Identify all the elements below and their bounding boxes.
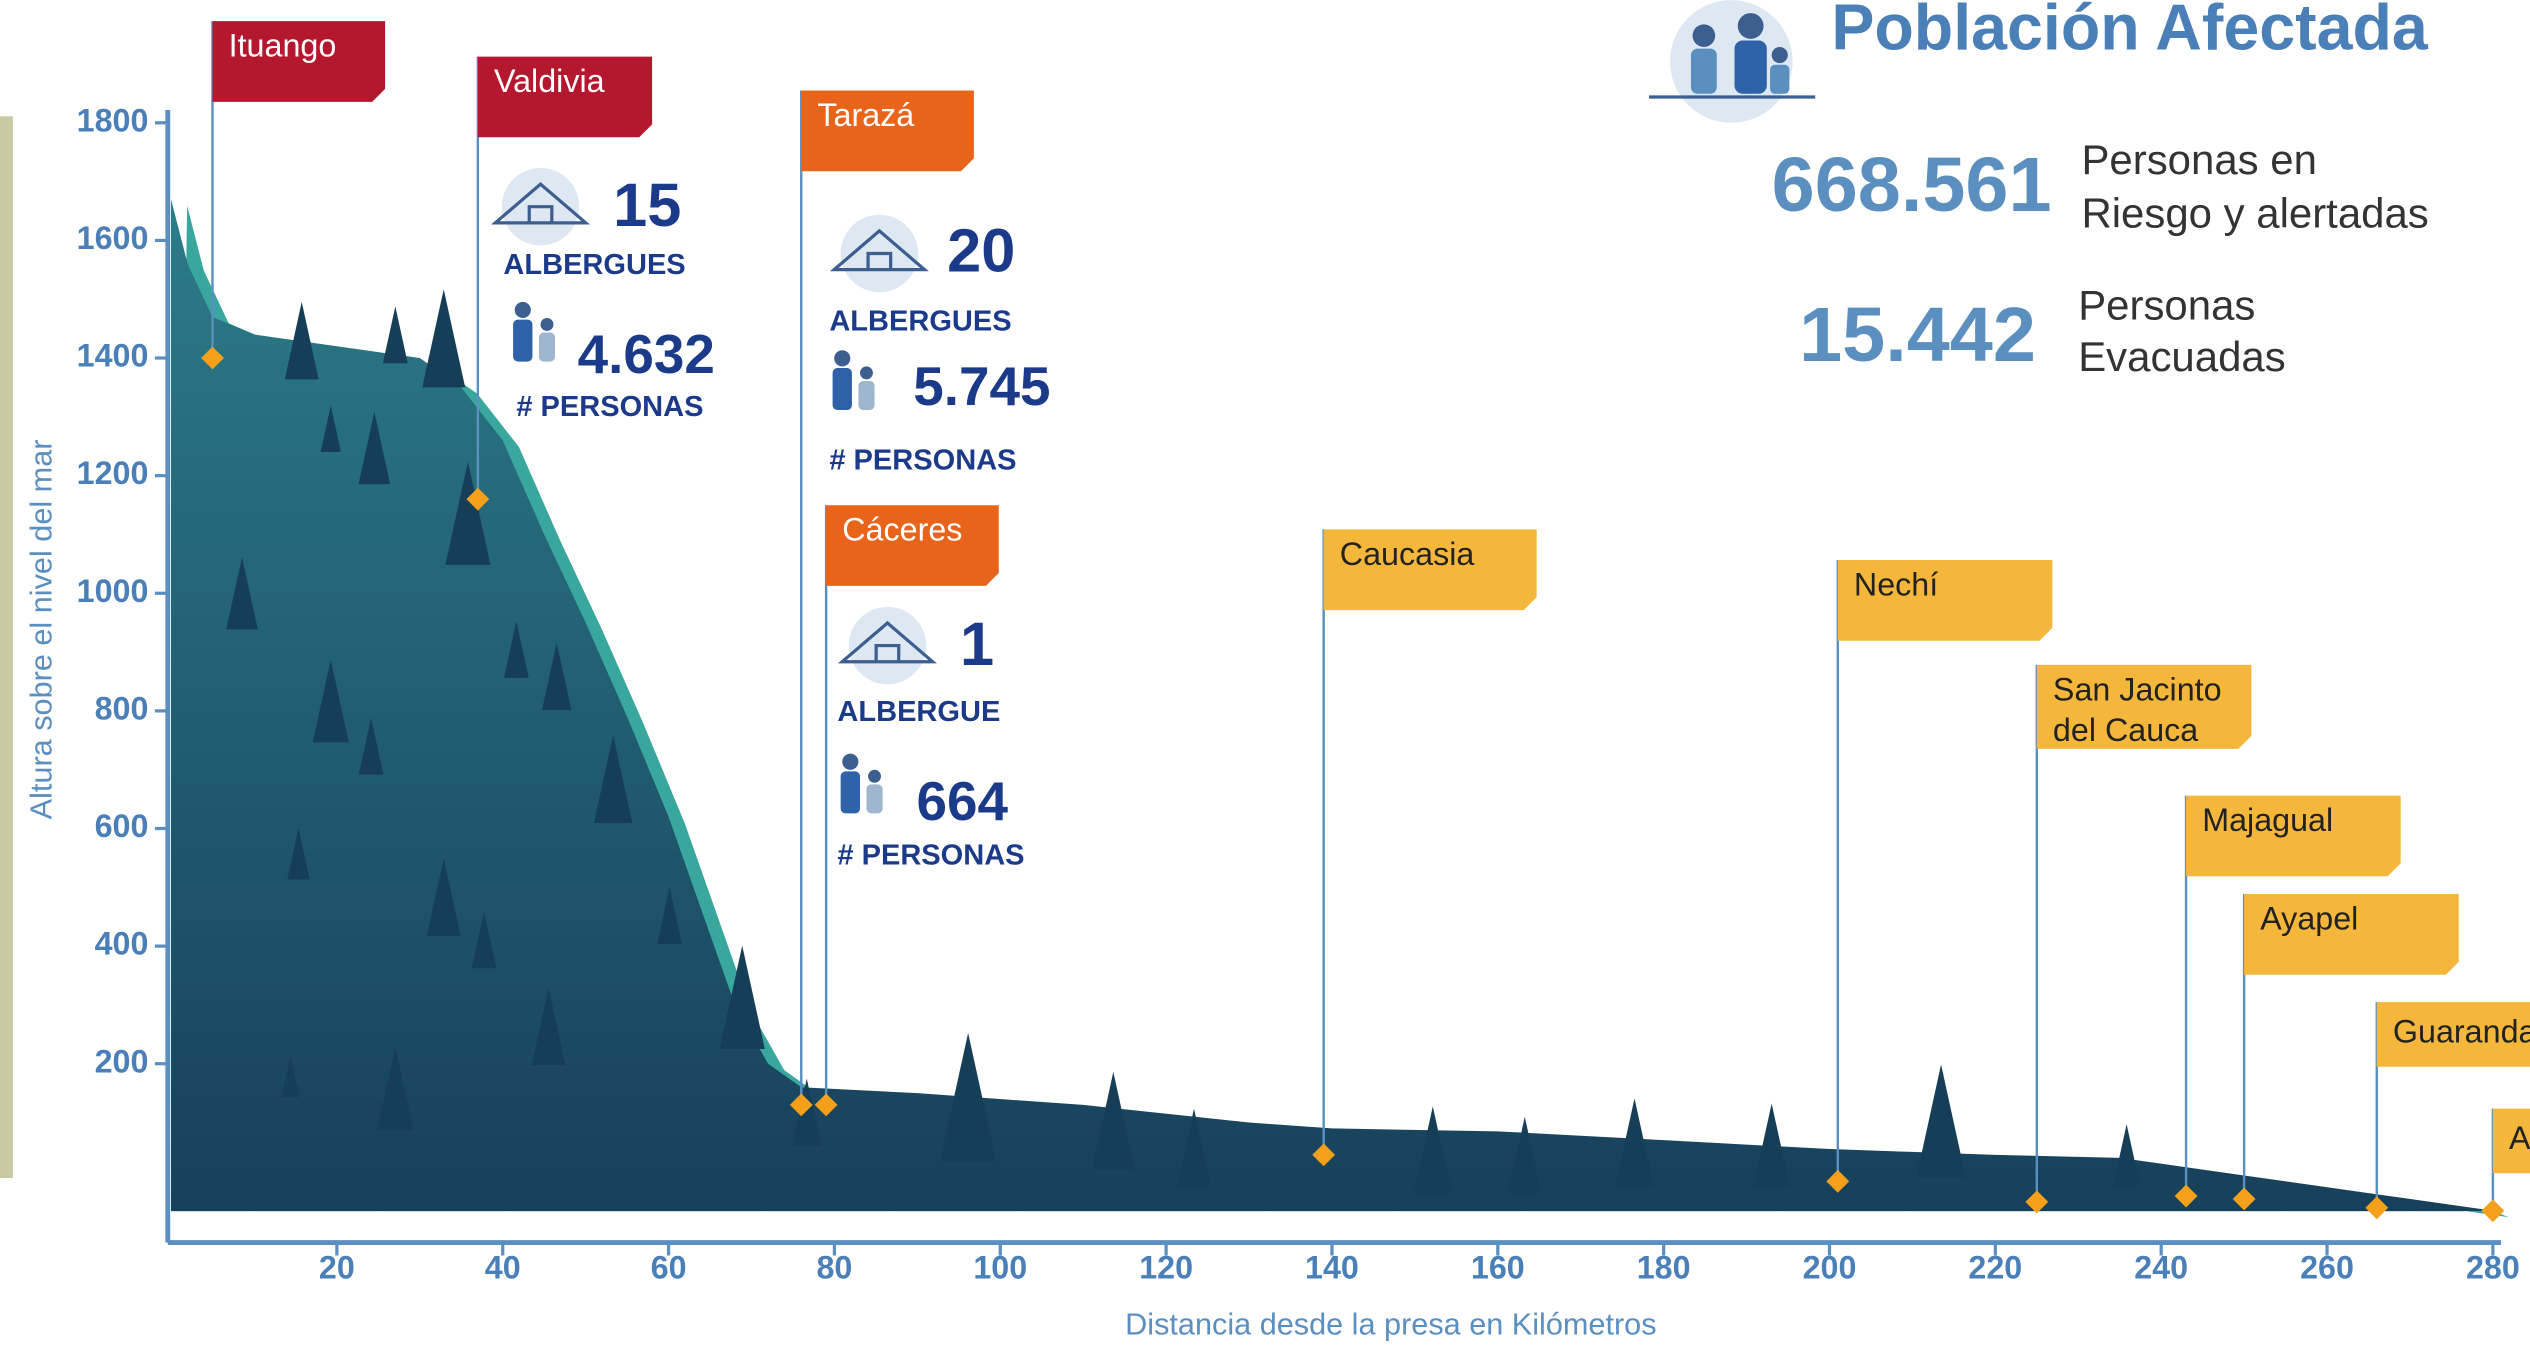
people-count: 4.632 xyxy=(578,323,715,385)
people-count: 5.745 xyxy=(913,355,1050,417)
flag-label-box: Nechí xyxy=(1838,560,2053,641)
flag-label-box: Valdivia xyxy=(478,57,652,138)
map-strip xyxy=(0,116,13,1178)
x-tick-label: 240 xyxy=(2134,1250,2188,1286)
y-tick-label: 1800 xyxy=(77,102,149,138)
shelter-count: 1 xyxy=(960,609,994,678)
y-tick-label: 200 xyxy=(95,1043,149,1079)
people-icon xyxy=(539,333,555,362)
stat-text: Riesgo y alertadas xyxy=(2081,189,2428,236)
flag-label-box: Majagual xyxy=(2186,796,2401,877)
flag-label-box: Ayapel xyxy=(2244,894,2459,975)
flag-label: Ayapel xyxy=(2244,894,2459,947)
x-tick-label: 180 xyxy=(1637,1250,1691,1286)
flag-label: Guaranda xyxy=(2377,1002,2530,1060)
people-icon xyxy=(860,366,873,379)
tree xyxy=(422,289,465,387)
flag-label: Ituango xyxy=(212,21,385,74)
flag-label: Caucasia xyxy=(1324,529,1537,582)
stat-text: Personas en xyxy=(2081,136,2316,183)
tree xyxy=(2113,1124,2140,1186)
infographic: Población Afectada 668.561 Personas en R… xyxy=(0,0,2530,1346)
flag-label-box: Achí xyxy=(2493,1109,2530,1174)
flag-label: Achí xyxy=(2493,1109,2530,1167)
people-icon xyxy=(515,302,531,318)
flag-label-box: Guaranda xyxy=(2377,1002,2530,1067)
people-icon xyxy=(833,368,852,410)
people-icon xyxy=(858,381,874,410)
x-tick-label: 140 xyxy=(1305,1250,1359,1286)
flag-label: Valdivia xyxy=(478,57,652,110)
tree xyxy=(1916,1064,1966,1178)
shelter-count: 20 xyxy=(947,215,1015,284)
people-icon xyxy=(842,754,858,770)
stat-number: 15.442 xyxy=(1799,292,2036,378)
x-tick-label: 120 xyxy=(1139,1250,1193,1286)
x-tick-label: 80 xyxy=(816,1250,852,1286)
x-axis-label: Distancia desde la presa en Kilómetros xyxy=(1125,1308,1656,1342)
y-axis-label: Altura sobre el nivel del mar xyxy=(25,440,59,820)
x-tick-label: 260 xyxy=(2300,1250,2354,1286)
x-tick-label: 100 xyxy=(973,1250,1027,1286)
y-tick-label: 600 xyxy=(95,808,149,844)
y-tick-label: 1000 xyxy=(77,573,149,609)
flag-label-box: Tarazá xyxy=(801,91,974,172)
location-marker xyxy=(2481,1199,2504,1222)
flag-label: San Jacinto del Cauca xyxy=(2037,665,2252,749)
x-tick-label: 20 xyxy=(319,1250,355,1286)
people-label: # PERSONAS xyxy=(829,444,1016,476)
people-icon xyxy=(868,770,881,783)
x-tick-label: 160 xyxy=(1471,1250,1525,1286)
tree xyxy=(383,306,408,363)
flag-label-box: Caucasia xyxy=(1324,529,1537,610)
stat-number: 668.561 xyxy=(1772,142,2052,228)
tree xyxy=(1754,1103,1790,1186)
x-tick-label: 40 xyxy=(485,1250,521,1286)
x-tick-label: 280 xyxy=(2466,1250,2520,1286)
flag-label-box: Ituango xyxy=(212,21,385,102)
shelter-label: ALBERGUES xyxy=(503,249,685,281)
flag-label-box: Cáceres xyxy=(826,505,999,586)
people-icon xyxy=(834,350,850,366)
flag-label: Cáceres xyxy=(826,505,999,558)
flag-label: Nechí xyxy=(1838,560,2053,613)
x-tick-label: 60 xyxy=(651,1250,687,1286)
page: Población Afectada 668.561 Personas en R… xyxy=(0,0,2530,1346)
people-count: 664 xyxy=(916,770,1008,832)
x-tick-label: 200 xyxy=(1803,1250,1857,1286)
y-tick-label: 1400 xyxy=(77,338,149,374)
y-tick-label: 800 xyxy=(95,690,149,726)
x-tick-label: 220 xyxy=(1968,1250,2022,1286)
people-label: # PERSONAS xyxy=(837,840,1024,872)
title: Población Afectada xyxy=(1831,0,2429,63)
people-icon xyxy=(841,771,860,813)
y-tick-label: 1600 xyxy=(77,220,149,256)
shelter-count: 15 xyxy=(613,170,681,239)
stat-text: Evacuadas xyxy=(2078,333,2286,380)
people-label: # PERSONAS xyxy=(516,391,703,423)
shelter-label: ALBERGUE xyxy=(837,696,1000,728)
y-tick-label: 1200 xyxy=(77,455,149,491)
people-icon xyxy=(866,784,882,813)
stat-text: Personas xyxy=(2078,281,2255,328)
flag-label: Majagual xyxy=(2186,796,2401,849)
flag-label: Tarazá xyxy=(801,91,974,144)
shelter-label: ALBERGUES xyxy=(829,306,1011,338)
people-icon xyxy=(513,320,532,362)
header-icon xyxy=(1649,0,1815,123)
people-icon xyxy=(541,318,554,331)
y-tick-label: 400 xyxy=(95,926,149,962)
flag-label-box: San Jacinto del Cauca xyxy=(2037,665,2252,749)
